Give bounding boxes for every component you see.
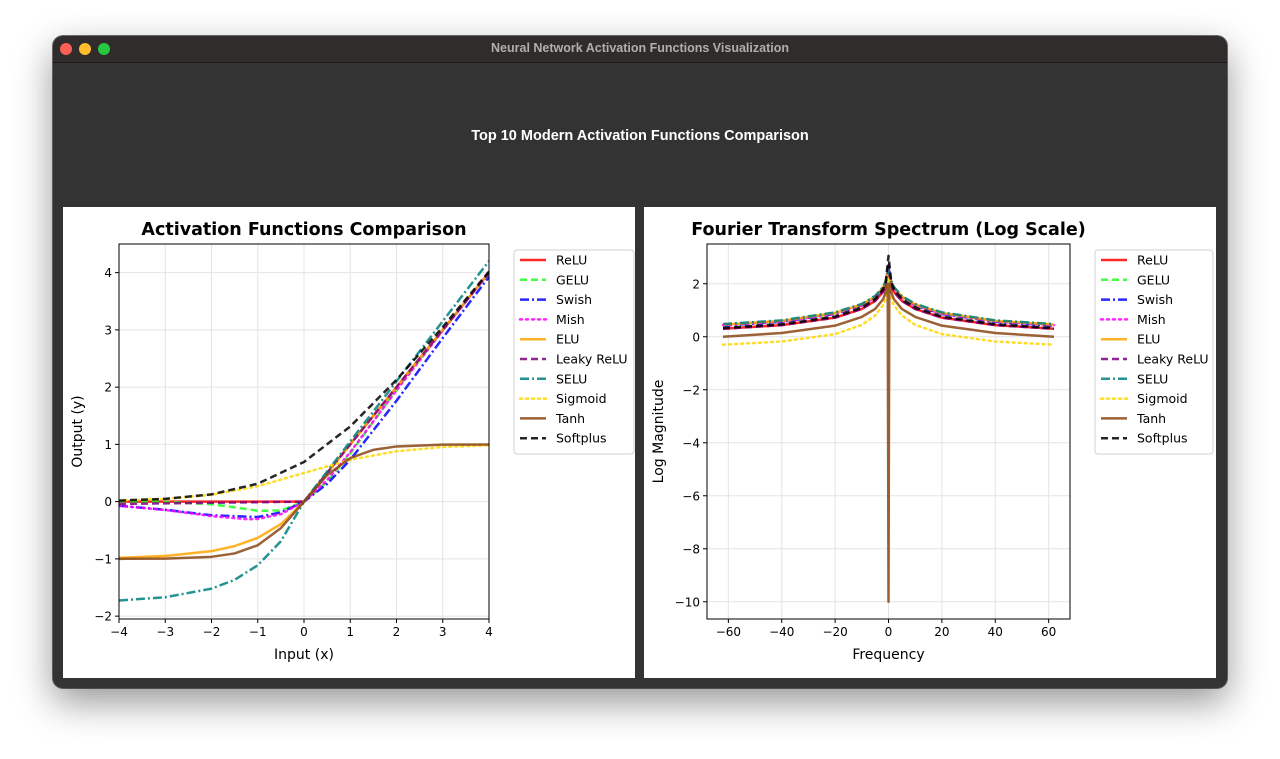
x-tick-label: 20 — [934, 625, 949, 639]
legend-label: ReLU — [556, 253, 587, 268]
legend-label: Mish — [556, 312, 585, 327]
legend-box — [1094, 249, 1214, 455]
x-axis-label: Input (x) — [274, 647, 334, 663]
series-group — [119, 260, 489, 602]
y-tick-label: 4 — [104, 266, 112, 280]
activation-chart: Activation Functions Comparison −4 −3 −2 −1 0… — [70, 220, 635, 663]
legend-label: SELU — [1137, 371, 1168, 386]
legend-label: Sigmoid — [1137, 391, 1188, 406]
y-tick-label: −8 — [682, 542, 700, 556]
x-tick-label: −3 — [156, 625, 174, 639]
x-axis-label: Frequency — [852, 647, 924, 663]
legend-label: Mish — [1137, 312, 1166, 327]
legend-box — [513, 249, 635, 455]
y-tick-label: 3 — [104, 323, 112, 337]
grid-lines — [118, 244, 490, 619]
series-line-mish — [119, 271, 489, 521]
y-tick-label: 2 — [692, 277, 700, 291]
y-tick-label: −2 — [94, 610, 112, 624]
legend-label: Leaky ReLU — [556, 352, 628, 367]
y-tick-label: −10 — [675, 595, 700, 609]
legend-label: Softplus — [556, 431, 607, 446]
y-axis-label: Log Magnitude — [651, 380, 667, 484]
y-tick-label: 2 — [104, 381, 112, 395]
legend-label: ELU — [1137, 332, 1160, 347]
window-title: Neural Network Activation Functions Visu… — [491, 41, 789, 55]
y-tick-label: 0 — [104, 495, 112, 509]
fourier-chart-panel: Fourier Transform Spectrum (Log Scale) −6… — [644, 207, 1216, 678]
series-line-tanh — [722, 282, 1055, 604]
series-line-softplus — [722, 254, 1055, 330]
series-line-softplus — [119, 270, 489, 502]
close-window-button[interactable] — [60, 43, 72, 55]
legend: ReLU GELU Swish Mish ELU Leaky ReLU SELU Sigmoi… — [1094, 249, 1214, 455]
y-tick-label: −1 — [94, 552, 112, 566]
x-tick-label: 4 — [485, 625, 493, 639]
legend-label: Swish — [1137, 292, 1173, 307]
x-tick-label: 60 — [1041, 625, 1056, 639]
series-line-tanh — [119, 443, 489, 561]
series-line-selu — [722, 267, 1055, 326]
legend-label: ELU — [556, 332, 579, 347]
x-tick-label: 40 — [988, 625, 1003, 639]
series-group — [721, 254, 1056, 604]
series-line-selu — [119, 260, 489, 602]
x-tick-label: 1 — [346, 625, 354, 639]
legend-label: GELU — [1137, 272, 1170, 287]
minimize-window-button[interactable] — [79, 43, 91, 55]
x-tick-label: −40 — [769, 625, 794, 639]
x-tick-label: −20 — [822, 625, 847, 639]
x-tick-label: −2 — [203, 625, 221, 639]
x-tick-label: 3 — [439, 625, 447, 639]
y-tick-label: −4 — [682, 436, 700, 450]
title-bar: Neural Network Activation Functions Visu… — [53, 36, 1227, 63]
y-tick-label: 1 — [104, 438, 112, 452]
maximize-window-button[interactable] — [98, 43, 110, 55]
series-line-leaky-relu — [119, 271, 489, 506]
legend-label: SELU — [556, 371, 587, 386]
x-tick-label: −60 — [716, 625, 741, 639]
chart-title: Activation Functions Comparison — [141, 220, 466, 240]
fourier-chart: Fourier Transform Spectrum (Log Scale) −6… — [651, 220, 1214, 663]
x-tick-label: 0 — [885, 625, 893, 639]
legend-label: Tanh — [555, 411, 585, 426]
legend-label: GELU — [556, 272, 589, 287]
legend-label: Softplus — [1137, 431, 1188, 446]
app-window: Neural Network Activation Functions Visu… — [53, 36, 1227, 688]
y-tick-label: −6 — [682, 489, 700, 503]
series-line-sigmoid — [721, 277, 1056, 346]
activation-chart-panel: Activation Functions Comparison −4 −3 −2 −1 0… — [63, 207, 635, 678]
x-tick-label: 0 — [300, 625, 308, 639]
legend-label: ReLU — [1137, 253, 1168, 268]
x-tick-label: 2 — [393, 625, 401, 639]
legend-label: Sigmoid — [556, 391, 607, 406]
chart-title: Fourier Transform Spectrum (Log Scale) — [691, 220, 1085, 240]
y-tick-label: −2 — [682, 383, 700, 397]
x-tick-label: −1 — [249, 625, 267, 639]
y-tick-label: 0 — [692, 330, 700, 344]
x-tick-label: −4 — [110, 625, 128, 639]
page-heading: Top 10 Modern Activation Functions Compa… — [471, 128, 809, 144]
legend-label: Swish — [556, 292, 592, 307]
y-axis-label: Output (y) — [70, 395, 86, 467]
legend-label: Tanh — [1136, 411, 1166, 426]
legend: ReLU GELU Swish Mish ELU Leaky ReLU SELU Sigmoi… — [513, 249, 635, 455]
legend-label: Leaky ReLU — [1137, 352, 1209, 367]
